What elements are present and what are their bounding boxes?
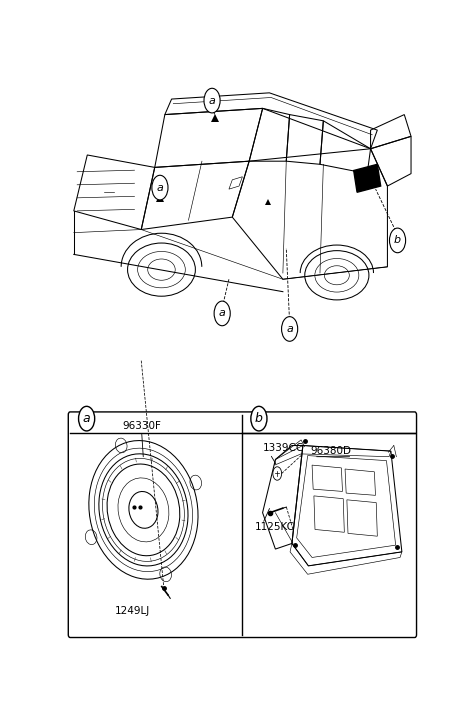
- Text: 1249LJ: 1249LJ: [115, 606, 150, 616]
- Circle shape: [281, 317, 298, 341]
- Polygon shape: [354, 164, 381, 192]
- Text: a: a: [209, 96, 216, 105]
- Circle shape: [214, 301, 230, 326]
- Text: 96330F: 96330F: [122, 421, 161, 431]
- Circle shape: [152, 175, 168, 200]
- Text: a: a: [219, 308, 226, 318]
- Text: a: a: [157, 182, 163, 193]
- Circle shape: [389, 228, 406, 253]
- Text: a: a: [83, 412, 90, 425]
- Text: 1125KC: 1125KC: [255, 522, 295, 531]
- Circle shape: [79, 406, 95, 431]
- Text: b: b: [394, 236, 401, 246]
- Text: 1339CC: 1339CC: [263, 443, 304, 454]
- Circle shape: [204, 88, 220, 113]
- Text: 96380D: 96380D: [310, 446, 351, 456]
- Circle shape: [251, 406, 267, 431]
- Text: a: a: [286, 324, 293, 334]
- Text: b: b: [255, 412, 263, 425]
